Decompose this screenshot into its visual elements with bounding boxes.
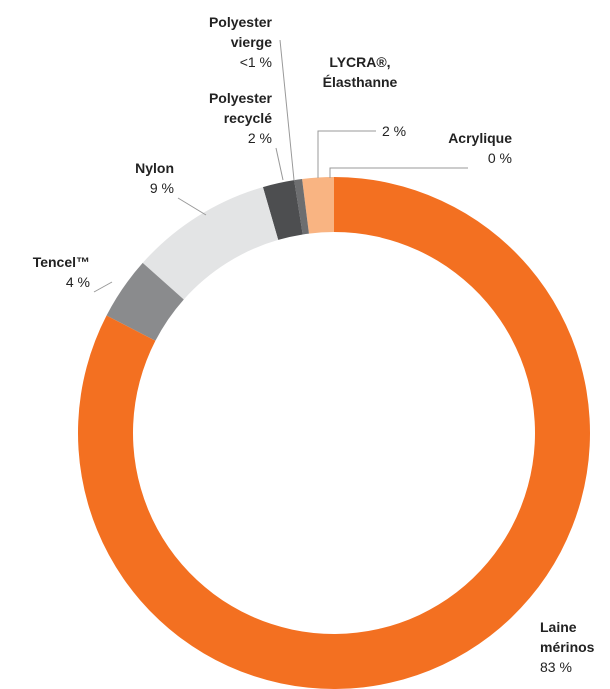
category-name: Tencel™ bbox=[32, 254, 90, 270]
leader-line bbox=[279, 39, 295, 181]
category-name: Polyester recyclé bbox=[208, 90, 272, 126]
value-label: 2 % bbox=[382, 123, 407, 139]
leader-line bbox=[329, 167, 468, 178]
slice-label: Laine mérinos 83 % bbox=[540, 617, 610, 677]
donut-segment bbox=[294, 178, 309, 235]
leader-line bbox=[177, 197, 207, 216]
category-name: Polyester vierge bbox=[208, 14, 272, 50]
value-label: 0 % bbox=[487, 150, 512, 166]
category-name: Acrylique bbox=[448, 130, 512, 146]
value-label: <1 % bbox=[239, 54, 272, 70]
category-name: Laine mérinos bbox=[540, 619, 595, 655]
category-name: LYCRA®, Élasthanne bbox=[322, 54, 398, 90]
category-name: Nylon bbox=[135, 160, 174, 176]
donut-segment bbox=[262, 180, 303, 240]
donut-segment bbox=[302, 177, 334, 234]
value-label: 2 % bbox=[247, 130, 272, 146]
value-label: 9 % bbox=[149, 180, 174, 196]
donut-segment bbox=[106, 262, 184, 341]
slice-label: Polyester vierge <1 % bbox=[172, 12, 272, 72]
slice-label: Acrylique 0 % bbox=[412, 128, 512, 168]
leader-line bbox=[93, 281, 113, 293]
leader-line bbox=[317, 130, 376, 178]
slice-label: Polyester recyclé 2 % bbox=[172, 88, 272, 148]
value-label: 4 % bbox=[65, 274, 90, 290]
value-label: 83 % bbox=[540, 659, 572, 675]
donut-segment bbox=[142, 187, 279, 300]
slice-label: Nylon 9 % bbox=[74, 158, 174, 198]
slice-label: LYCRA®, Élasthanne bbox=[305, 52, 415, 92]
slice-label: Tencel™ 4 % bbox=[0, 252, 90, 292]
leader-line bbox=[275, 147, 284, 181]
leader-lines bbox=[93, 39, 468, 293]
